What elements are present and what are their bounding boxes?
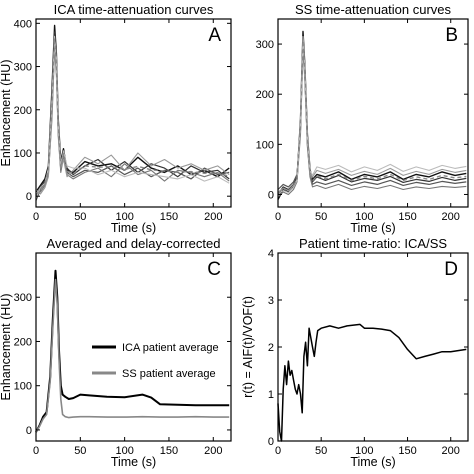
panel-a: 0 50 100 150 200 0 100 200 300 400 ICA time-attenu… bbox=[0, 2, 232, 235]
y-tick-label: 100 bbox=[14, 381, 32, 393]
panel-title: Averaged and delay-corrected bbox=[47, 236, 221, 251]
panel-title: SS time-attenuation curves bbox=[295, 2, 452, 17]
y-tick-label: 0 bbox=[268, 189, 274, 201]
x-tick-label: 200 bbox=[204, 445, 222, 457]
x-tick-label: 50 bbox=[315, 211, 327, 223]
y-tick-label: 4 bbox=[268, 248, 274, 260]
x-tick-label: 100 bbox=[355, 211, 373, 223]
y-tick-label: 0 bbox=[26, 191, 32, 203]
axes-frame bbox=[35, 18, 232, 208]
panel-letter: A bbox=[208, 25, 221, 46]
x-tick-label: 50 bbox=[74, 445, 86, 457]
x-tick-label: 0 bbox=[33, 211, 39, 223]
axes-frame bbox=[35, 252, 232, 442]
x-tick-label: 50 bbox=[74, 211, 86, 223]
panel-c: 0 50 100 150 200 0 100 200 300 Averaged and delay… bbox=[0, 236, 232, 469]
y-tick-label: 0 bbox=[268, 436, 274, 448]
x-tick-label: 50 bbox=[315, 445, 327, 457]
x-tick-label: 0 bbox=[275, 445, 281, 457]
panel-letter: C bbox=[207, 259, 221, 280]
y-axis-label: r(t) = AIF(t)/VOF(t) bbox=[241, 296, 255, 398]
y-tick-label: 200 bbox=[14, 105, 32, 117]
x-axis-label: Time (s) bbox=[350, 221, 395, 235]
x-tick-label: 150 bbox=[398, 211, 416, 223]
x-axis-label: Time (s) bbox=[350, 455, 395, 469]
legend-label: SS patient average bbox=[122, 368, 216, 380]
x-tick-label: 200 bbox=[442, 211, 460, 223]
x-axis-label: Time (s) bbox=[111, 221, 156, 235]
y-tick-label: 300 bbox=[14, 292, 32, 304]
y-tick-label: 200 bbox=[256, 89, 274, 101]
panel-title: Patient time-ratio: ICA/SS bbox=[299, 236, 447, 251]
x-tick-label: 0 bbox=[275, 211, 281, 223]
x-axis-label: Time (s) bbox=[111, 455, 156, 469]
y-tick-label: 0 bbox=[26, 425, 32, 437]
y-tick-label: 3 bbox=[268, 295, 274, 307]
y-tick-label: 200 bbox=[14, 336, 32, 348]
x-tick-label: 100 bbox=[355, 445, 373, 457]
x-tick-label: 200 bbox=[442, 445, 460, 457]
series-line bbox=[35, 39, 230, 201]
series-line bbox=[35, 278, 230, 433]
series-line bbox=[277, 35, 467, 195]
panel-letter: B bbox=[445, 25, 458, 46]
y-tick-label: 300 bbox=[14, 62, 32, 74]
x-tick-label: 150 bbox=[160, 211, 178, 223]
y-tick-label: 1 bbox=[268, 389, 274, 401]
y-tick-label: 300 bbox=[256, 39, 274, 51]
axes-frame bbox=[277, 18, 469, 208]
y-tick-label: 2 bbox=[268, 342, 274, 354]
series-line bbox=[277, 39, 467, 195]
panel-title: ICA time-attenuation curves bbox=[54, 2, 214, 17]
panel-letter: D bbox=[444, 259, 458, 280]
series-line bbox=[35, 35, 230, 199]
y-axis-label: Enhancement (HU) bbox=[0, 294, 13, 401]
x-tick-label: 200 bbox=[204, 211, 222, 223]
y-axis-label: Enhancement (HU) bbox=[0, 60, 13, 167]
y-tick-label: 100 bbox=[14, 148, 32, 160]
x-tick-label: 0 bbox=[33, 445, 39, 457]
series-line bbox=[277, 43, 467, 190]
series-line bbox=[277, 48, 467, 198]
x-tick-label: 150 bbox=[398, 445, 416, 457]
series-line bbox=[277, 323, 467, 442]
legend-label: ICA patient average bbox=[122, 342, 219, 354]
y-tick-label: 100 bbox=[256, 139, 274, 151]
x-tick-label: 150 bbox=[160, 445, 178, 457]
x-tick-label: 100 bbox=[115, 211, 133, 223]
y-tick-label: 400 bbox=[14, 18, 32, 30]
panel-b: 0 50 100 150 200 0 100 200 300 SS time-attenuatio… bbox=[256, 2, 469, 235]
panel-d: 0 50 100 150 200 0 1 2 3 4 Patient time-ratio: ICA… bbox=[241, 236, 469, 469]
x-tick-label: 100 bbox=[115, 445, 133, 457]
